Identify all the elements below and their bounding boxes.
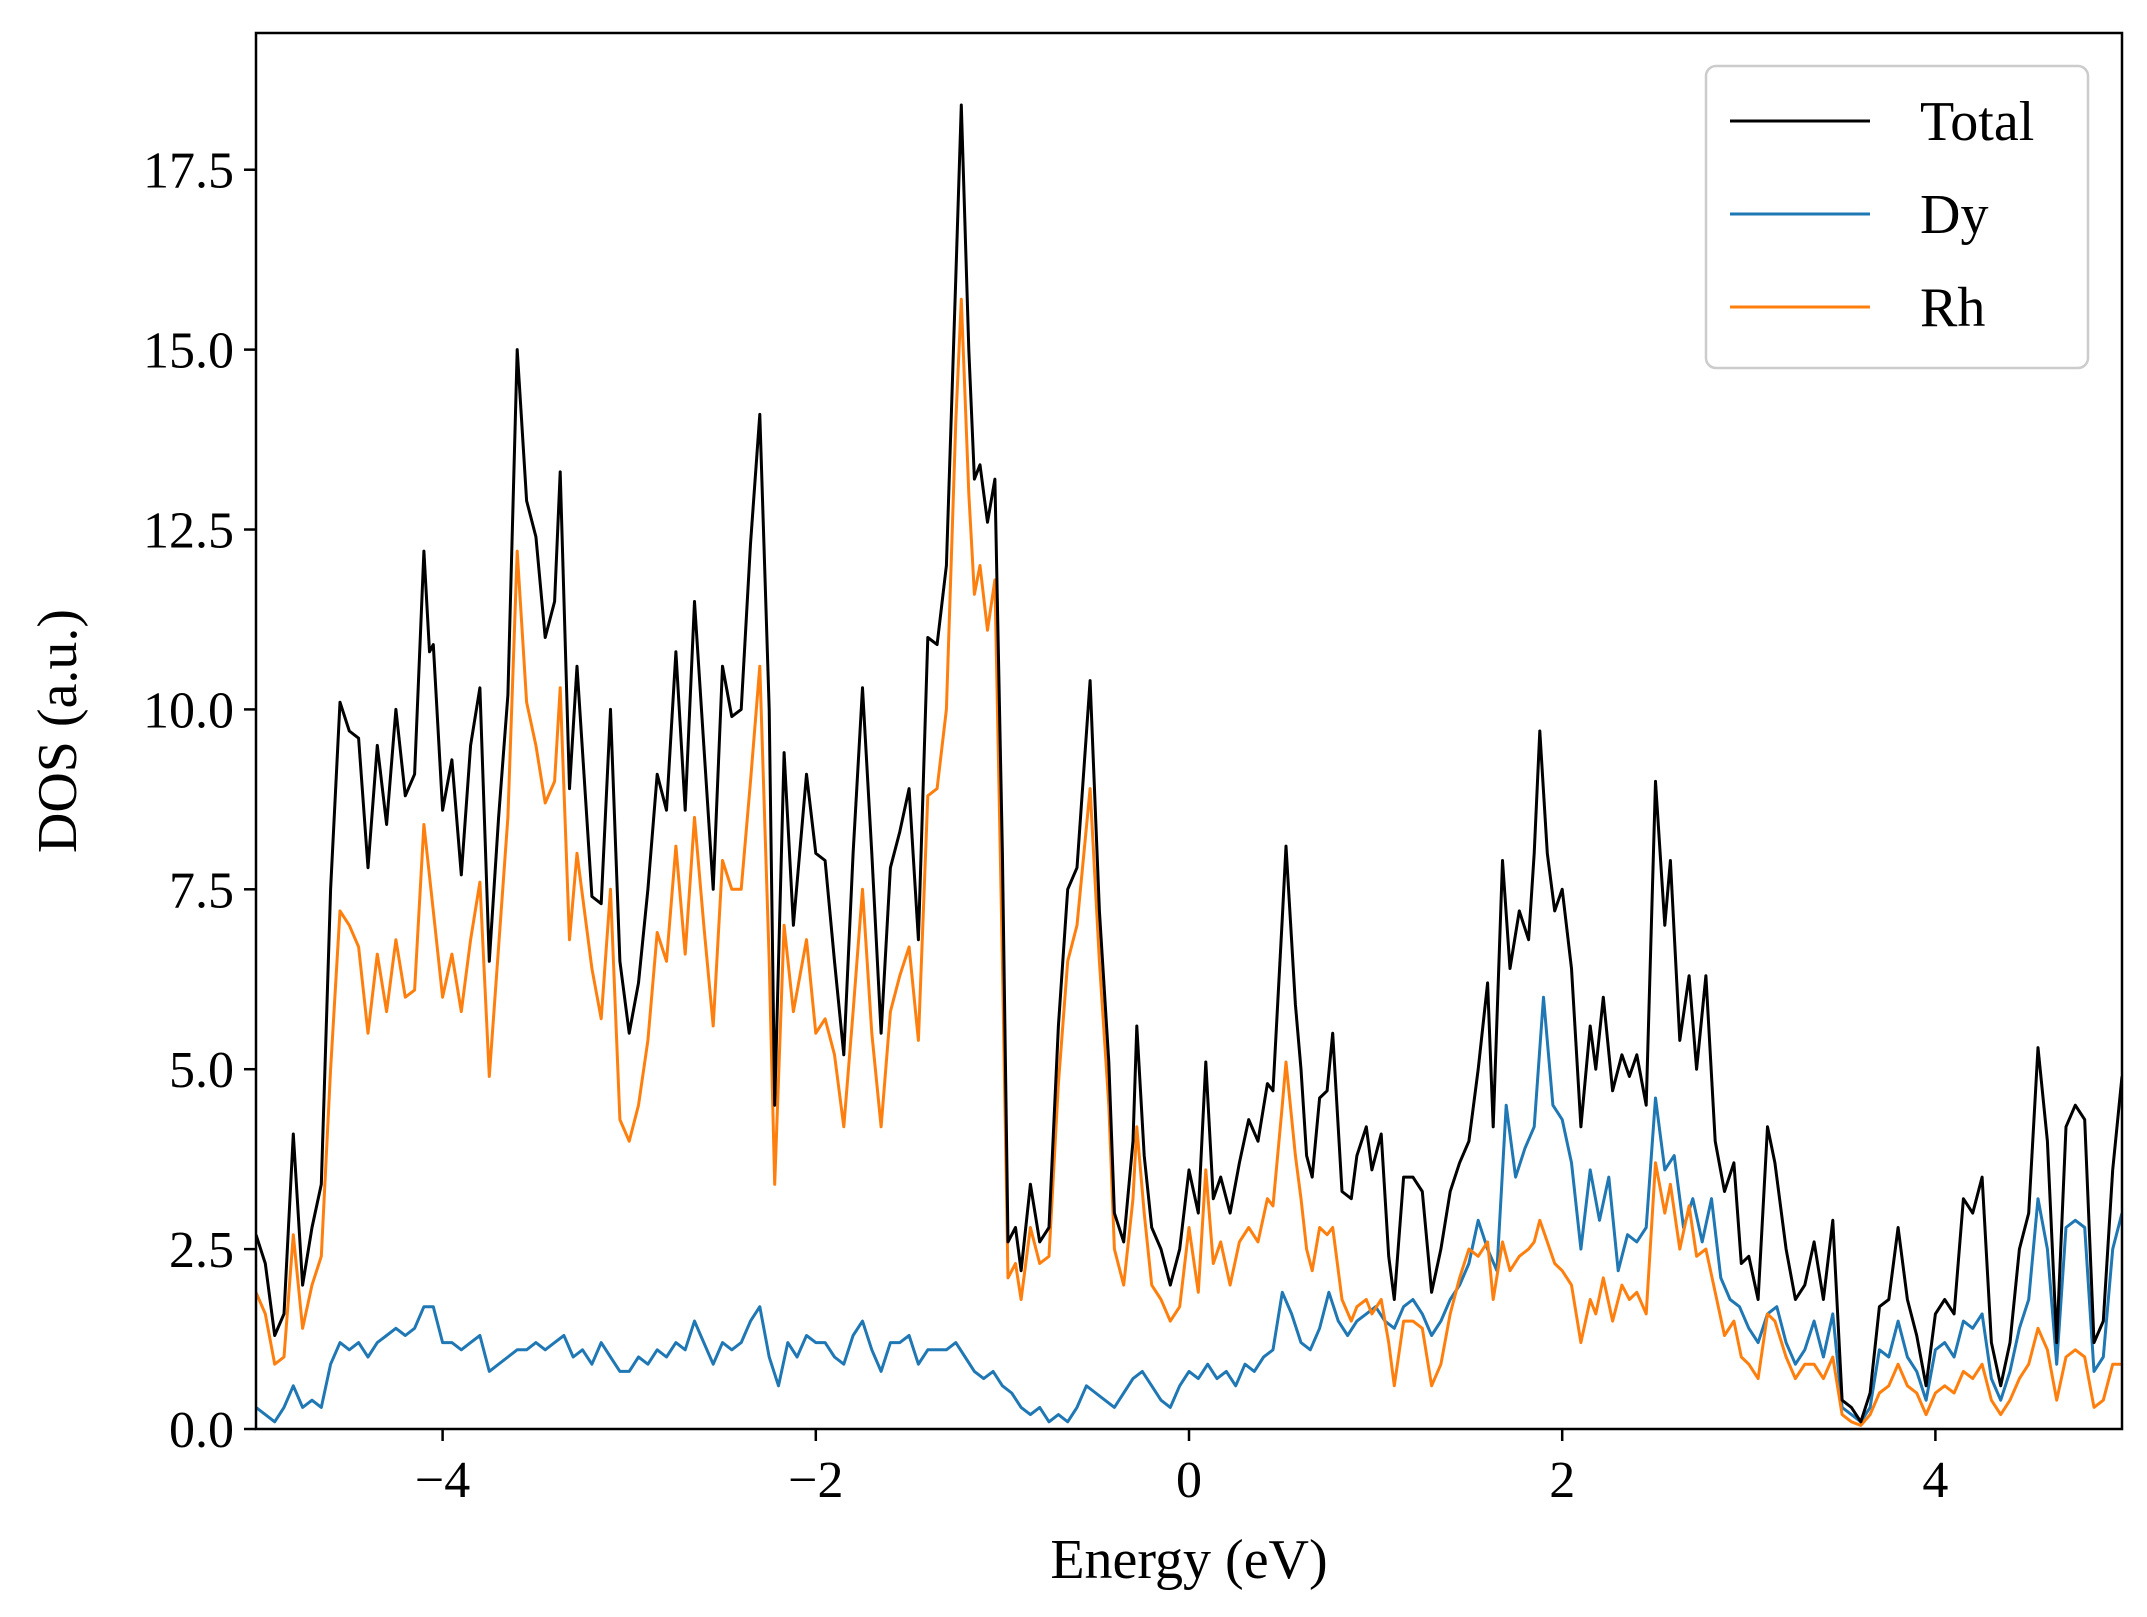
y-tick-label: 2.5 (169, 1222, 234, 1279)
y-tick-label: 7.5 (169, 862, 234, 919)
series-line-total (256, 103, 2122, 1424)
legend-label-rh: Rh (1920, 277, 1985, 339)
legend-label-total: Total (1920, 91, 2034, 153)
y-tick-label: 12.5 (143, 503, 234, 560)
x-axis-ticks: −4 −2 0 2 4 (415, 1429, 1948, 1509)
y-tick-label: 0.0 (169, 1402, 234, 1459)
x-tick-label: 2 (1549, 1452, 1575, 1509)
series-layer (256, 103, 2122, 1427)
x-tick-label: −4 (415, 1452, 470, 1509)
series-line-rh (256, 297, 2122, 1427)
y-tick-label: 10.0 (143, 682, 234, 739)
y-tick-label: 17.5 (143, 143, 234, 200)
x-tick-label: 4 (1922, 1452, 1948, 1509)
legend-frame (1704, 64, 2090, 370)
series-line-dy (256, 995, 2122, 1424)
y-tick-label: 15.0 (143, 323, 234, 380)
y-axis-ticks: 0.0 2.5 5.0 7.5 10.0 12.5 15.0 17.5 (143, 143, 256, 1459)
y-tick-label: 5.0 (169, 1042, 234, 1099)
legend-label-dy: Dy (1920, 184, 1988, 246)
y-axis-label: DOS (a.u.) (27, 609, 89, 853)
legend: Total Dy Rh (1704, 64, 2090, 370)
x-tick-label: −2 (788, 1452, 843, 1509)
x-tick-label: 0 (1176, 1452, 1202, 1509)
x-axis-label: Energy (eV) (1050, 1529, 1327, 1591)
